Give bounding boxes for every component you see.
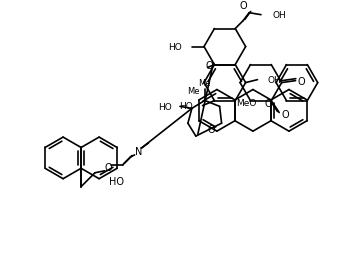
Text: HO: HO <box>158 102 172 112</box>
Text: O: O <box>208 124 216 134</box>
Text: HO: HO <box>179 102 193 111</box>
Text: Me: Me <box>187 87 200 96</box>
Text: O: O <box>104 162 112 172</box>
Text: OH: OH <box>273 11 287 20</box>
Text: N: N <box>135 146 142 156</box>
Text: HO: HO <box>169 43 182 52</box>
Text: HO: HO <box>109 176 124 186</box>
Text: O: O <box>281 110 289 120</box>
Text: MeO: MeO <box>236 99 257 108</box>
Text: O: O <box>240 1 247 11</box>
Text: OH: OH <box>267 76 281 85</box>
Text: O: O <box>297 76 305 86</box>
Text: O: O <box>205 60 213 70</box>
Text: Me: Me <box>198 79 211 88</box>
Text: O: O <box>265 98 272 108</box>
